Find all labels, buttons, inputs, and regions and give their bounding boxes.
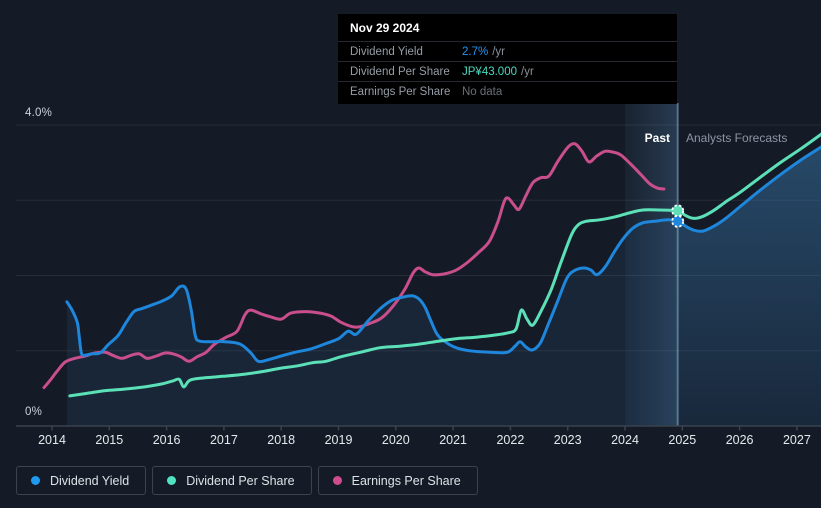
legend-item-label: Earnings Per Share bbox=[351, 473, 461, 488]
x-tick-label-2025: 2025 bbox=[668, 433, 697, 447]
x-tick-label-2027: 2027 bbox=[782, 433, 811, 447]
x-tick-label-2019: 2019 bbox=[324, 433, 353, 447]
x-tick-label-2022: 2022 bbox=[496, 433, 525, 447]
dividend-yield-line bbox=[65, 145, 821, 364]
tooltip-value: 2.7% bbox=[462, 45, 489, 58]
tooltip-date: Nov 29 2024 bbox=[350, 21, 420, 35]
y-axis-label-bottom: 0% bbox=[25, 406, 43, 418]
dividend-yield-marker-dot[interactable] bbox=[671, 214, 685, 228]
x-tick-label-2026: 2026 bbox=[725, 433, 754, 447]
x-tick-label-2014: 2014 bbox=[38, 433, 66, 447]
x-tick-label-2024: 2024 bbox=[611, 433, 639, 447]
earnings-per-share-dot-icon bbox=[332, 476, 342, 485]
legend-item-label: Dividend Per Share bbox=[186, 473, 295, 488]
x-tick-label-2020: 2020 bbox=[381, 433, 410, 447]
tooltip-row-earnings-per-share: Earnings Per Share No data bbox=[338, 81, 677, 101]
earnings-per-share-line bbox=[42, 142, 666, 390]
x-tick-label-2023: 2023 bbox=[553, 433, 582, 447]
hover-tooltip: Nov 29 2024 Dividend Yield 2.7% /yr Divi… bbox=[338, 14, 677, 104]
tooltip-value: No data bbox=[462, 85, 503, 98]
tooltip-row-dividend-yield: Dividend Yield 2.7% /yr bbox=[338, 41, 677, 61]
hover-highlight-band bbox=[625, 103, 678, 426]
legend-item-earnings-per-share[interactable]: Earnings Per Share bbox=[317, 466, 478, 495]
forecast-area-fill bbox=[677, 147, 821, 426]
y-axis-label-top: 4.0% bbox=[25, 107, 53, 119]
tooltip-row-dividend-per-share: Dividend Per Share JP¥43.000 /yr bbox=[338, 61, 677, 81]
tooltip-value-suffix: /yr bbox=[521, 65, 534, 78]
tooltip-value: JP¥43.000 bbox=[462, 65, 517, 78]
dividend-per-share-marker-dot[interactable] bbox=[671, 204, 685, 218]
x-tick-label-2016: 2016 bbox=[152, 433, 181, 447]
dividend-per-share-line bbox=[68, 132, 821, 398]
tooltip-value-suffix: /yr bbox=[492, 45, 505, 58]
tooltip-label: Dividend Yield bbox=[350, 45, 423, 58]
x-tick-label-2015: 2015 bbox=[95, 433, 124, 447]
dividend-yield-area-fill bbox=[66, 147, 821, 426]
legend-item-dividend-per-share[interactable]: Dividend Per Share bbox=[152, 466, 312, 495]
past-zone-label: Past bbox=[644, 131, 670, 145]
tooltip-label: Dividend Per Share bbox=[350, 65, 450, 78]
dividend-per-share-dot-icon bbox=[167, 476, 177, 485]
chart-legend: Dividend Yield Dividend Per Share Earnin… bbox=[16, 466, 478, 495]
legend-item-label: Dividend Yield bbox=[50, 473, 130, 488]
legend-item-dividend-yield[interactable]: Dividend Yield bbox=[16, 466, 147, 495]
x-tick-label-2018: 2018 bbox=[267, 433, 296, 447]
forecast-zone-label: Analysts Forecasts bbox=[686, 131, 788, 145]
dividend-yield-dot-icon bbox=[31, 476, 40, 485]
x-tick-label-2017: 2017 bbox=[209, 433, 238, 447]
x-tick-label-2021: 2021 bbox=[439, 433, 467, 447]
tooltip-label: Earnings Per Share bbox=[350, 85, 451, 98]
